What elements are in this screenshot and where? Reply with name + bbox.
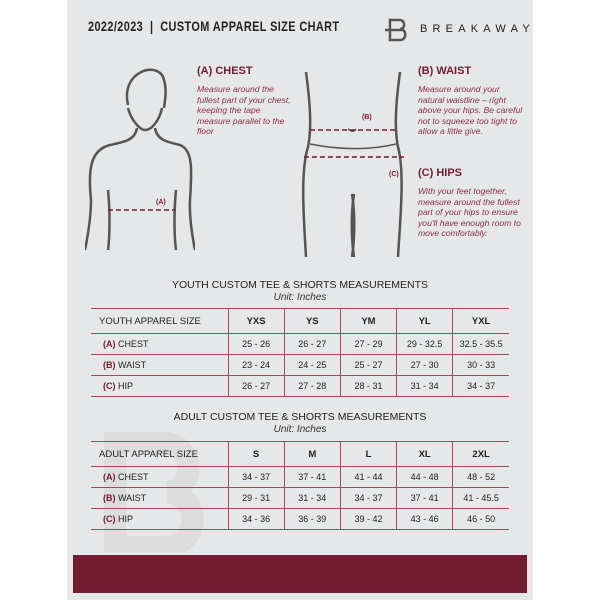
- waist-heading: (B) WAIST: [418, 65, 472, 77]
- cell: 32.5 - 35.5: [452, 333, 509, 355]
- cell: 25 - 26: [227, 333, 285, 355]
- row-label-text: HIP: [118, 381, 134, 391]
- table-row: (C) HIP 26 - 27 27 - 28 28 - 31 31 - 34 34 - …: [91, 375, 509, 397]
- breakaway-logo-icon: [385, 18, 407, 42]
- header-cell: M: [283, 441, 341, 467]
- cell: 29 - 31: [227, 487, 285, 509]
- row-label: (C) HIP: [91, 375, 228, 397]
- row-label: (B) WAIST: [91, 354, 228, 376]
- cell: 30 - 33: [452, 354, 509, 376]
- youth-size-table: YOUTH APPAREL SIZE YXS YS YM YL YXL (A) CHEST…: [91, 308, 509, 397]
- cell: 24 - 25: [283, 354, 341, 376]
- chest-heading: (A) CHEST: [197, 65, 253, 77]
- row-label-text: CHEST: [118, 472, 149, 482]
- cell: 31 - 34: [396, 375, 453, 397]
- table-row: (B) WAIST 29 - 31 31 - 34 34 - 37 37 - 41 41 …: [91, 487, 509, 509]
- row-label-text: WAIST: [118, 360, 147, 370]
- table-row: (A) CHEST 25 - 26 26 - 27 27 - 29 29 - 32.5 3…: [91, 333, 509, 355]
- header-cell: YOUTH APPAREL SIZE: [91, 308, 228, 334]
- cell: 28 - 31: [339, 375, 397, 397]
- cell: 34 - 37: [339, 487, 397, 509]
- adult-unit: Unit: Inches: [273, 424, 327, 435]
- cell: 34 - 37: [227, 466, 285, 488]
- cell: 41 - 45.5: [452, 487, 509, 509]
- header-cell: YXL: [452, 308, 509, 334]
- header-cell: XL: [396, 441, 453, 467]
- header-cell: ADULT APPAREL SIZE: [91, 441, 228, 467]
- youth-table-title: YOUTH CUSTOM TEE & SHORTS MEASUREMENTS: [171, 279, 429, 291]
- header-cell: 2XL: [452, 441, 509, 467]
- header-cell: S: [227, 441, 285, 467]
- header-cell: YXS: [227, 308, 285, 334]
- cell: 26 - 27: [283, 333, 341, 355]
- brand-name: BREAKAWAY: [420, 23, 535, 35]
- row-label-text: HIP: [118, 514, 134, 524]
- row-label: (B) WAIST: [91, 487, 228, 509]
- cell: 27 - 30: [396, 354, 453, 376]
- cell: 44 - 48: [396, 466, 453, 488]
- row-label-text: CHEST: [118, 339, 149, 349]
- cell: 31 - 34: [283, 487, 341, 509]
- table-row: (A) CHEST 34 - 37 37 - 41 41 - 44 44 - 48 48 …: [91, 466, 509, 488]
- cell: 25 - 27: [339, 354, 397, 376]
- chest-marker: (A): [156, 199, 166, 206]
- youth-unit: Unit: Inches: [273, 292, 327, 303]
- row-letter: (A): [103, 339, 116, 349]
- table-header-row: ADULT APPAREL SIZE S M L XL 2XL: [91, 441, 509, 467]
- row-letter: (B): [103, 360, 116, 370]
- waist-marker: (B): [362, 114, 372, 121]
- row-letter: (C): [103, 381, 116, 391]
- row-label: (A) CHEST: [91, 466, 228, 488]
- row-letter: (A): [103, 472, 116, 482]
- table-row: (B) WAIST 23 - 24 24 - 25 25 - 27 27 - 30 30 …: [91, 354, 509, 376]
- cell: 27 - 28: [283, 375, 341, 397]
- cell: 34 - 37: [452, 375, 509, 397]
- cell: 41 - 44: [339, 466, 397, 488]
- row-letter: (B): [103, 493, 116, 503]
- cell: 26 - 27: [227, 375, 285, 397]
- cell: 27 - 29: [339, 333, 397, 355]
- cell: 46 - 50: [452, 508, 509, 530]
- lower-body-illustration: [301, 72, 404, 257]
- chest-instructions: Measure around the fullest part of your …: [197, 84, 291, 137]
- header-cell: YM: [339, 308, 397, 334]
- table-row: (C) HIP 34 - 36 36 - 39 39 - 42 43 - 46 46 - …: [91, 508, 509, 530]
- cell: 36 - 39: [283, 508, 341, 530]
- page-title: 2022/2023 | CUSTOM APPAREL SIZE CHART: [88, 18, 340, 34]
- footer-band: [73, 555, 527, 593]
- row-label: (A) CHEST: [91, 333, 228, 355]
- cell: 37 - 41: [396, 487, 453, 509]
- hips-marker: (C): [389, 171, 399, 178]
- cell: 29 - 32.5: [396, 333, 453, 355]
- cell: 43 - 46: [396, 508, 453, 530]
- adult-table-title: ADULT CUSTOM TEE & SHORTS MEASUREMENTS: [173, 411, 427, 423]
- header-cell: YS: [283, 308, 341, 334]
- cell: 23 - 24: [227, 354, 285, 376]
- row-label: (C) HIP: [91, 508, 228, 530]
- cell: 48 - 52: [452, 466, 509, 488]
- hips-instructions: With your feet together, measure around …: [418, 186, 521, 239]
- waist-instructions: Measure around your natural waistline – …: [418, 84, 523, 137]
- hips-heading: (C) HIPS: [418, 167, 462, 179]
- row-letter: (C): [103, 514, 116, 524]
- upper-body-illustration: [85, 68, 195, 251]
- cell: 37 - 41: [283, 466, 341, 488]
- cell: 39 - 42: [339, 508, 397, 530]
- adult-size-table: ADULT APPAREL SIZE S M L XL 2XL (A) CHEST 34 -…: [91, 441, 509, 530]
- cell: 34 - 36: [227, 508, 285, 530]
- header-cell: YL: [396, 308, 453, 334]
- header-cell: L: [339, 441, 397, 467]
- row-label-text: WAIST: [118, 493, 147, 503]
- table-header-row: YOUTH APPAREL SIZE YXS YS YM YL YXL: [91, 308, 509, 334]
